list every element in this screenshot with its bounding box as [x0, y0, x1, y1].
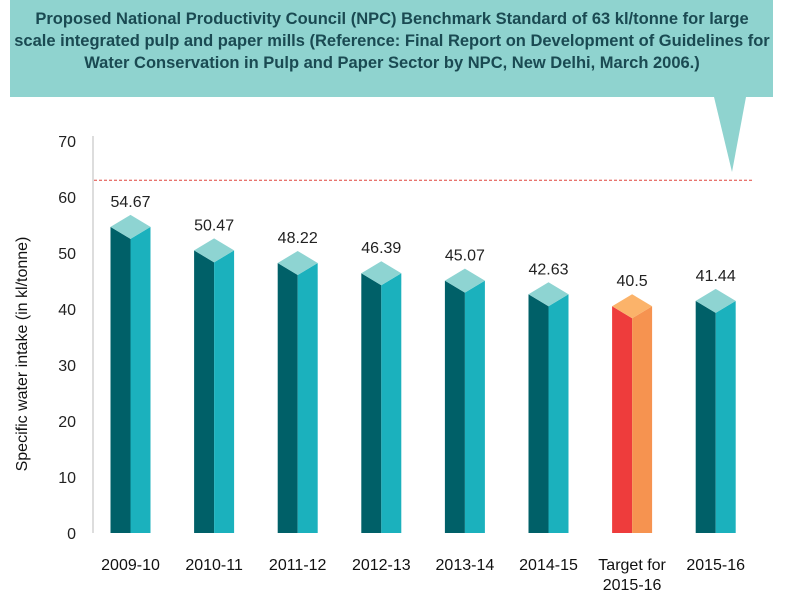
- y-tick-label: 40: [58, 302, 76, 319]
- y-tick-label: 30: [58, 358, 76, 375]
- bars: [110, 214, 736, 534]
- bar-front-face: [194, 250, 215, 534]
- bar-front-face: [110, 226, 131, 533]
- bar-side-face: [130, 226, 151, 533]
- bar-top-face: [361, 261, 402, 286]
- x-tick-label: 2010-11: [185, 557, 243, 574]
- bar: [277, 250, 318, 533]
- bar-top-face: [277, 250, 318, 275]
- y-tick-label: 10: [58, 470, 76, 487]
- y-tick-label: 60: [58, 190, 76, 207]
- x-tick-label: 2014-15: [519, 557, 578, 574]
- bar-side-face: [548, 294, 569, 533]
- bar-top-face: [194, 238, 235, 263]
- data-label: 41.44: [696, 268, 736, 285]
- x-tick-label: 2012-13: [352, 557, 411, 574]
- data-label: 40.5: [617, 273, 648, 290]
- bar-side-face: [632, 306, 653, 533]
- x-tick-label: 2015-16: [686, 557, 745, 574]
- data-label: 46.39: [361, 240, 401, 257]
- x-tick-label: Target for 2015-16: [598, 557, 666, 594]
- bar-top-face: [444, 268, 485, 293]
- y-axis-title: Specific water intake (in kl/tonne): [14, 237, 31, 472]
- bar: [695, 288, 736, 533]
- callout-pointer: [714, 97, 746, 172]
- data-label: 48.22: [278, 230, 318, 247]
- bar-front-face: [528, 294, 549, 533]
- y-tick-label: 50: [58, 246, 76, 263]
- bar-top-face: [612, 294, 653, 319]
- bar: [110, 214, 151, 533]
- data-label: 42.63: [528, 261, 568, 278]
- bar-front-face: [361, 273, 382, 533]
- data-label: 50.47: [194, 217, 234, 234]
- bar-top-face: [110, 214, 151, 239]
- y-axis: 0 10 20 30 40 50 60 70: [58, 134, 94, 543]
- x-tick-label: 2009-10: [101, 557, 160, 574]
- bar-top-face: [528, 282, 569, 307]
- y-tick-label: 0: [67, 526, 76, 543]
- bar-top-face: [695, 288, 736, 313]
- bar-side-face: [297, 262, 318, 533]
- bar-front-face: [277, 262, 298, 533]
- bar-side-face: [381, 273, 402, 533]
- bar-front-face: [444, 280, 465, 533]
- bar-side-face: [214, 250, 235, 534]
- bar: [528, 282, 569, 533]
- bar-front-face: [612, 306, 633, 533]
- y-tick-label: 20: [58, 414, 76, 431]
- data-label: 45.07: [445, 248, 485, 265]
- callout-box: [10, 0, 773, 97]
- bar: [612, 294, 653, 533]
- x-tick-label: 2013-14: [436, 557, 495, 574]
- x-tick-label: 2011-12: [269, 557, 327, 574]
- data-label: 54.67: [110, 194, 150, 211]
- benchmark-note: Proposed National Productivity Council (…: [14, 10, 770, 72]
- bar: [194, 238, 235, 534]
- x-axis-labels: 2009-10 2010-11 2011-12 2012-13 2013-14 2014-…: [101, 557, 745, 594]
- bar-front-face: [695, 300, 716, 533]
- bar-side-face: [715, 300, 736, 533]
- y-tick-label: 70: [58, 134, 76, 151]
- bar: [361, 261, 402, 533]
- bar: [444, 268, 485, 533]
- value-labels: 54.67 50.47 48.22 46.39 45.07 42.63 40.5 41.44: [110, 194, 735, 290]
- bar-side-face: [464, 280, 485, 533]
